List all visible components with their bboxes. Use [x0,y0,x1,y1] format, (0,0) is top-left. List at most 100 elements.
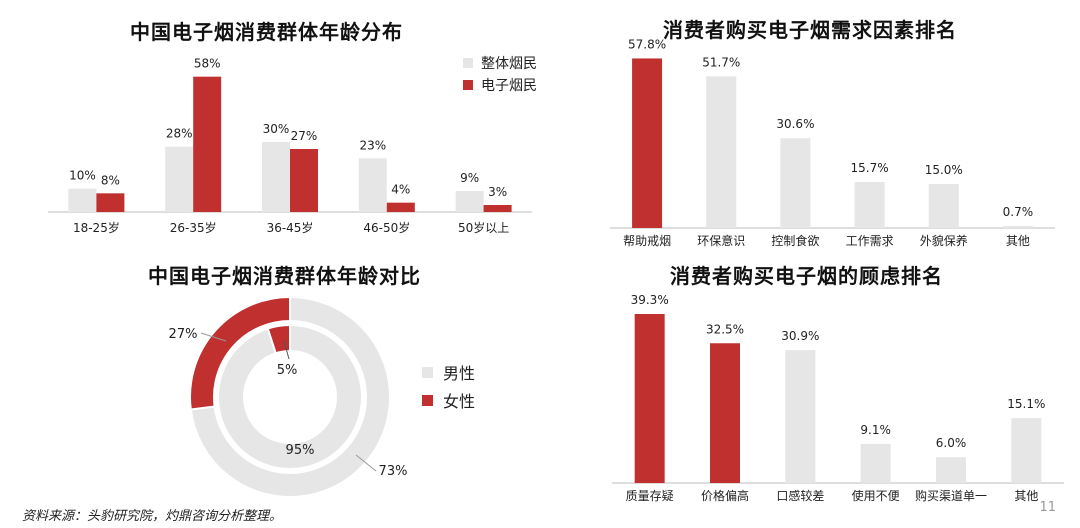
donut-label-outer-male: 73% [379,464,408,479]
purchase-demand-chart: 57.8% 帮助戒烟 51.7% 环保意识 30.6% 控制食欲 15.7% 工作需求 15.0… [610,37,1055,248]
legend-label-ecig: 电子烟民 [481,78,537,94]
legend-item-male: 男性 [422,358,475,386]
bar-3 [860,443,891,483]
data-label-ecig-0: 8% [101,173,120,187]
bar-0 [634,314,665,483]
bar-ecig-3 [386,202,415,212]
data-label-ecig-3: 4% [391,183,410,197]
x-tick-label-1: 26-35岁 [170,220,217,235]
bar-ecig-4 [483,205,512,212]
bar-overall-3 [358,158,387,212]
leader-line-inner-female [283,340,290,360]
x-tick-label-0: 帮助戒烟 [623,234,671,248]
bar-overall-0 [68,188,97,212]
legend-item-ecig: 电子烟民 [463,74,537,96]
gender-legend: 男性 女性 [422,358,475,414]
purchase-demand-panel: 消费者购买电子烟需求因素排名 57.8% 帮助戒烟 51.7% 环保意识 30.6% 控制… [600,0,1070,260]
x-tick-label-1: 环保意识 [697,233,745,248]
legend-item-overall: 整体烟民 [463,52,537,74]
age-distribution-chart: 10% 8% 18-25岁 28% 58% 26-35岁 30% 27% 36-45岁 23% 4%… [48,57,532,235]
x-tick-label-2: 36-45岁 [267,220,314,235]
purchase-concerns-title: 消费者购买电子烟的顾虑排名 [670,264,943,288]
purchase-concerns-panel: 消费者购买电子烟的顾虑排名 39.3% 质量存疑 32.5% 价格偏高 30.9% 口感较… [600,255,1070,510]
legend-swatch-red [463,80,473,90]
x-tick-label-5: 其他 [1006,234,1030,248]
x-tick-label-0: 18-25岁 [73,220,120,235]
legend-swatch-male [422,366,433,378]
legend-label-male: 男性 [443,364,476,383]
legend-label-female: 女性 [443,392,476,411]
gender-comparison-panel: 中国电子烟消费群体年龄对比 27% 73% 95% 5% 男性 女性 [0,255,560,500]
gender-comparison-chart: 27% 73% 95% 5% [169,295,408,498]
data-label-1: 32.5% [706,322,744,336]
data-label-overall-1: 28% [166,127,193,141]
bar-5 [1011,418,1042,483]
data-label-0: 39.3% [631,293,669,307]
leader-line-outer-male [355,454,377,472]
data-label-ecig-1: 58% [194,57,221,71]
data-label-ecig-2: 27% [291,129,318,143]
x-tick-label-1: 价格偏高 [701,488,749,503]
donut-label-inner-male: 95% [286,443,315,458]
leader-line-outer-female [200,332,227,342]
x-tick-label-5: 其他 [1014,489,1038,503]
source-note: 资料来源：头豹研究院，灼鼎咨询分析整理。 [22,509,283,524]
donut-inner-slice-0 [217,323,363,470]
x-tick-label-3: 使用不便 [852,488,900,503]
data-label-overall-2: 30% [263,122,290,136]
data-label-0: 57.8% [628,37,666,51]
purchase-demand-title: 消费者购买电子烟需求因素排名 [663,18,957,42]
donut-inner-slice-1 [266,323,291,355]
x-tick-label-2: 控制食欲 [771,233,819,248]
donut-outer-slice-0 [189,295,391,498]
data-label-overall-4: 9% [460,171,479,185]
bar-1 [706,76,737,228]
bar-3 [854,181,885,228]
bar-2 [785,350,816,483]
data-label-4: 6.0% [936,436,967,450]
age-distribution-panel: 中国电子烟消费群体年龄分布 10% 8% 18-25岁 28% 58% 26-35岁 30%… [0,0,560,250]
bar-1 [710,343,740,483]
bar-overall-4 [455,191,484,212]
donut-outer-slice-1 [189,295,291,411]
bar-0 [632,58,663,228]
legend-swatch-female [422,394,433,406]
bar-4 [928,184,959,228]
bar-overall-2 [262,142,290,212]
x-tick-label-3: 工作需求 [846,234,894,248]
donut-label-outer-female: 27% [169,327,198,342]
data-label-2: 30.9% [781,329,819,343]
x-tick-label-4: 购买渠道单一 [915,488,987,503]
data-label-3: 9.1% [860,423,891,437]
bar-overall-1 [165,146,194,212]
x-tick-label-3: 46-50岁 [363,220,410,235]
data-label-5: 15.1% [1007,397,1045,411]
bar-4 [936,457,966,483]
data-label-4: 15.0% [925,163,963,177]
purchase-concerns-chart: 39.3% 质量存疑 32.5% 价格偏高 30.9% 口感较差 9.1% 使用不便 6.0% 购… [612,293,1064,503]
data-label-overall-3: 23% [359,138,386,152]
x-tick-label-0: 质量存疑 [626,488,674,503]
gender-comparison-title: 中国电子烟消费群体年龄对比 [148,264,421,288]
data-label-1: 51.7% [702,55,740,69]
bar-2 [780,138,811,228]
data-label-ecig-4: 3% [488,185,507,199]
x-tick-label-4: 50岁以上 [458,220,509,235]
legend-item-female: 女性 [422,386,475,414]
donut-label-inner-female: 5% [277,363,298,378]
x-tick-label-2: 口感较差 [776,488,824,503]
age-distribution-title: 中国电子烟消费群体年龄分布 [130,20,403,44]
data-label-overall-0: 10% [69,169,96,183]
legend-label-overall: 整体烟民 [481,56,537,72]
bar-ecig-0 [96,193,125,212]
page-number: 11 [1039,500,1056,515]
data-label-3: 15.7% [851,161,889,175]
x-tick-label-4: 外貌保养 [920,233,968,248]
data-label-2: 30.6% [776,117,814,131]
age-distribution-legend: 整体烟民 电子烟民 [463,52,537,96]
bar-ecig-2 [290,149,318,212]
legend-swatch-gray [463,58,473,68]
bar-ecig-1 [193,76,222,213]
data-label-5: 0.7% [1003,205,1034,219]
bar-5 [1002,225,1033,228]
